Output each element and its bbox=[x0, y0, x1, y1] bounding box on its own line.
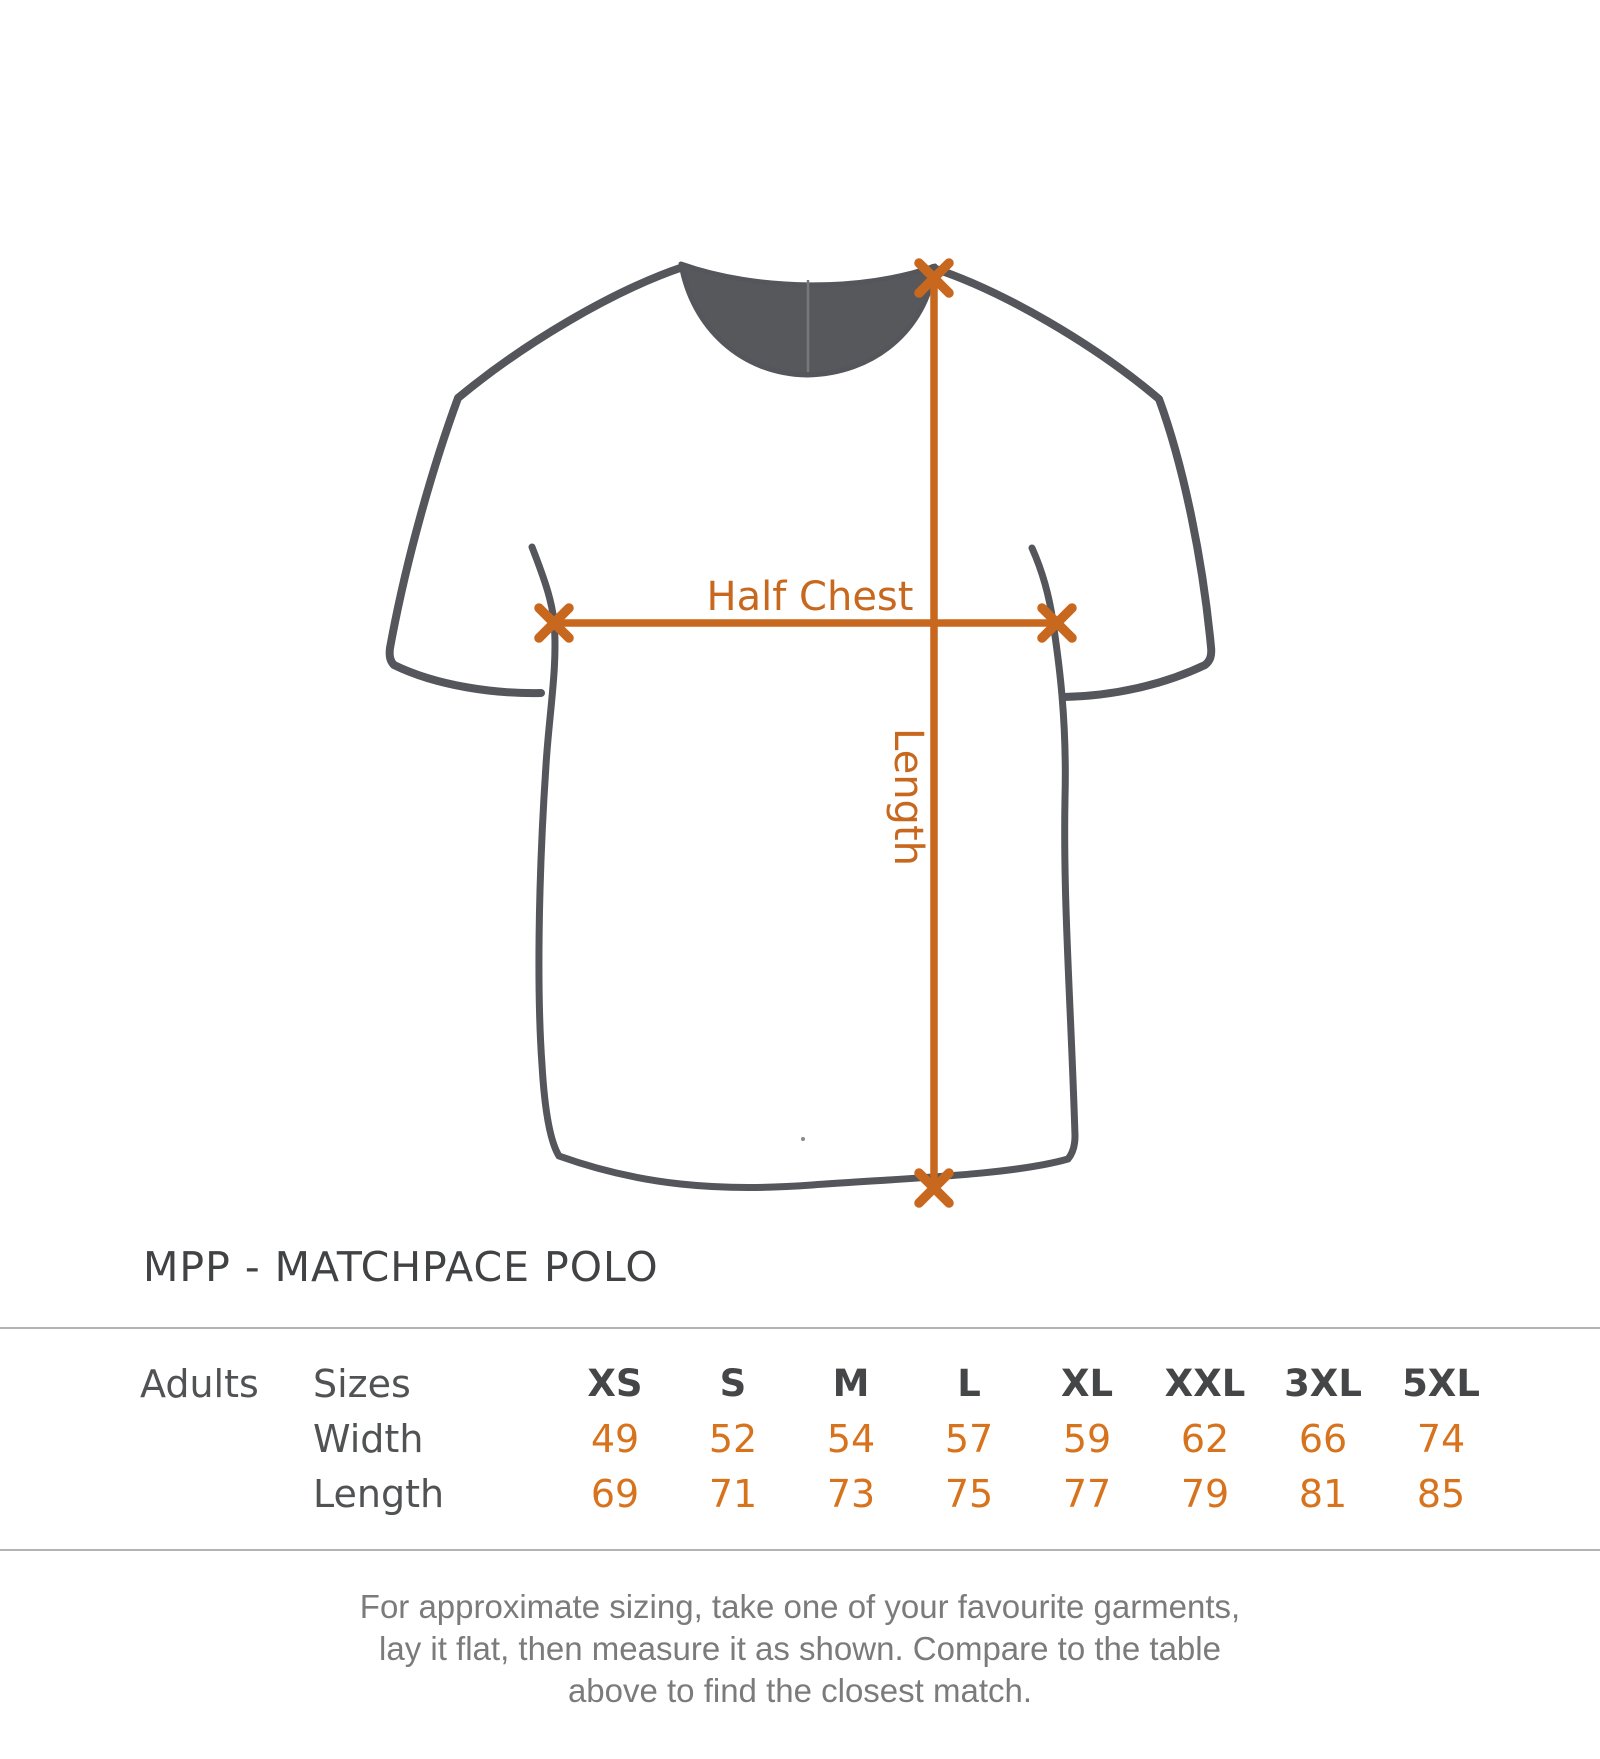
table-width-label: Width bbox=[313, 1416, 424, 1461]
size-header-l: L bbox=[957, 1362, 981, 1405]
table-group-label: Adults bbox=[140, 1361, 259, 1406]
width-value-m: 54 bbox=[826, 1416, 876, 1461]
size-header-xxl: XXL bbox=[1164, 1362, 1246, 1405]
measurement-x-markers bbox=[534, 258, 1077, 1208]
width-value-xxl: 62 bbox=[1180, 1416, 1230, 1461]
x-marker-top bbox=[914, 258, 954, 298]
measurement-annotations bbox=[550, 274, 1061, 1192]
tshirt-body bbox=[528, 543, 1079, 1192]
tshirt-left-sleeve bbox=[385, 263, 687, 698]
length-value-5xl: 85 bbox=[1416, 1471, 1466, 1516]
length-value-s: 71 bbox=[708, 1471, 758, 1516]
width-value-l: 57 bbox=[944, 1416, 994, 1461]
width-value-s: 52 bbox=[708, 1416, 758, 1461]
instruction-line-2: lay it flat, then measure it as shown. C… bbox=[379, 1630, 1221, 1667]
width-value-5xl: 74 bbox=[1416, 1416, 1466, 1461]
size-header-xs: XS bbox=[587, 1362, 643, 1405]
half-chest-label: Half Chest bbox=[707, 574, 914, 620]
separator-top bbox=[0, 1327, 1600, 1329]
x-marker-bottom bbox=[914, 1168, 954, 1208]
width-value-xs: 49 bbox=[590, 1416, 640, 1461]
length-value-xl: 77 bbox=[1062, 1471, 1112, 1516]
fabric-dot bbox=[801, 1137, 805, 1141]
width-value-xl: 59 bbox=[1062, 1416, 1112, 1461]
length-value-l: 75 bbox=[944, 1471, 994, 1516]
x-marker-left bbox=[534, 603, 574, 643]
length-value-m: 73 bbox=[826, 1471, 876, 1516]
tshirt-outline bbox=[385, 263, 1216, 1192]
size-header-3xl: 3XL bbox=[1284, 1362, 1362, 1405]
size-header-5xl: 5XL bbox=[1402, 1362, 1480, 1405]
table-length-label: Length bbox=[313, 1471, 445, 1516]
instruction-line-3: above to find the closest match. bbox=[567, 1672, 1033, 1709]
instruction-line-1: For approximate sizing, take one of your… bbox=[359, 1588, 1241, 1625]
separator-bottom bbox=[0, 1549, 1600, 1551]
product-title: MPP - MATCHPACE POLO bbox=[143, 1243, 659, 1291]
size-header-xl: XL bbox=[1060, 1362, 1114, 1405]
tshirt-right-sleeve bbox=[929, 264, 1216, 701]
width-value-3xl: 66 bbox=[1298, 1416, 1348, 1461]
sizing-instructions: For approximate sizing, take one of your… bbox=[0, 1586, 1600, 1712]
table-sizes-label: Sizes bbox=[313, 1361, 411, 1406]
length-value-xxl: 79 bbox=[1180, 1471, 1230, 1516]
length-value-xs: 69 bbox=[590, 1471, 640, 1516]
x-marker-right bbox=[1037, 603, 1077, 643]
size-header-m: M bbox=[832, 1362, 870, 1405]
size-header-s: S bbox=[719, 1362, 747, 1405]
length-value-3xl: 81 bbox=[1298, 1471, 1348, 1516]
size-table: Adults Sizes XS S M L XL XXL 3XL 5XL Wid… bbox=[0, 1356, 1600, 1521]
length-label: Length bbox=[885, 728, 931, 866]
